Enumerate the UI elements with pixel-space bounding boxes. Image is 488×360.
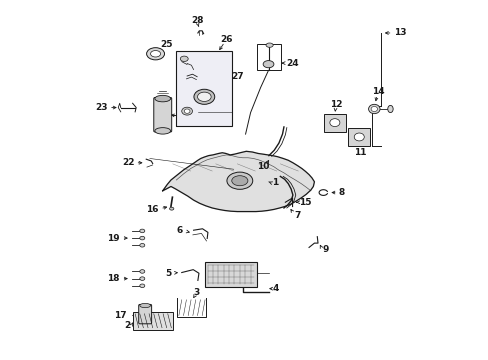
Bar (257, 44, 281, 70)
Text: 6: 6 (177, 226, 183, 235)
Ellipse shape (231, 176, 247, 186)
FancyBboxPatch shape (347, 128, 369, 146)
Text: 14: 14 (371, 87, 384, 96)
Text: 27: 27 (230, 72, 243, 81)
Text: 24: 24 (286, 59, 299, 68)
Text: 9: 9 (322, 245, 328, 254)
Text: 26: 26 (220, 35, 232, 44)
Ellipse shape (368, 104, 379, 114)
FancyBboxPatch shape (139, 305, 151, 324)
Text: 2: 2 (124, 321, 130, 330)
Ellipse shape (353, 133, 364, 141)
Text: 25: 25 (160, 40, 172, 49)
Text: 13: 13 (393, 28, 406, 37)
Polygon shape (163, 151, 314, 212)
Text: 3: 3 (193, 288, 199, 297)
Ellipse shape (180, 56, 188, 62)
Text: 28: 28 (190, 16, 203, 25)
Ellipse shape (140, 277, 144, 280)
Text: 17: 17 (114, 311, 127, 320)
Text: 15: 15 (299, 198, 311, 207)
Ellipse shape (197, 92, 211, 102)
Text: 18: 18 (106, 274, 119, 283)
Ellipse shape (329, 119, 339, 127)
Ellipse shape (140, 236, 144, 240)
Bar (133, 312, 172, 329)
Ellipse shape (140, 303, 150, 308)
Text: 12: 12 (330, 100, 342, 109)
Ellipse shape (140, 243, 144, 247)
FancyBboxPatch shape (204, 262, 257, 287)
Text: 21: 21 (175, 112, 187, 121)
Text: 19: 19 (106, 234, 119, 243)
Text: 10: 10 (257, 162, 269, 171)
Bar (176, 51, 231, 126)
Text: 23: 23 (95, 103, 107, 112)
Text: 16: 16 (146, 205, 158, 214)
Ellipse shape (155, 95, 170, 102)
Ellipse shape (263, 60, 273, 68)
Ellipse shape (370, 107, 377, 112)
Ellipse shape (140, 284, 144, 288)
Ellipse shape (140, 270, 144, 273)
Ellipse shape (140, 229, 144, 233)
Text: 22: 22 (122, 158, 134, 167)
Ellipse shape (146, 48, 164, 60)
Ellipse shape (155, 128, 170, 134)
Ellipse shape (265, 43, 273, 47)
Ellipse shape (182, 107, 192, 115)
Text: 4: 4 (272, 284, 278, 293)
Text: 11: 11 (353, 148, 366, 157)
Ellipse shape (150, 50, 160, 57)
Text: 7: 7 (293, 211, 300, 220)
Text: 1: 1 (272, 178, 278, 187)
FancyBboxPatch shape (153, 98, 171, 132)
Text: 5: 5 (164, 269, 171, 278)
Ellipse shape (387, 105, 392, 113)
Ellipse shape (226, 172, 252, 189)
Text: 20: 20 (201, 107, 213, 116)
Ellipse shape (194, 89, 214, 104)
Ellipse shape (184, 109, 190, 113)
Text: 8: 8 (338, 188, 344, 197)
FancyBboxPatch shape (323, 114, 346, 132)
Ellipse shape (169, 207, 174, 210)
